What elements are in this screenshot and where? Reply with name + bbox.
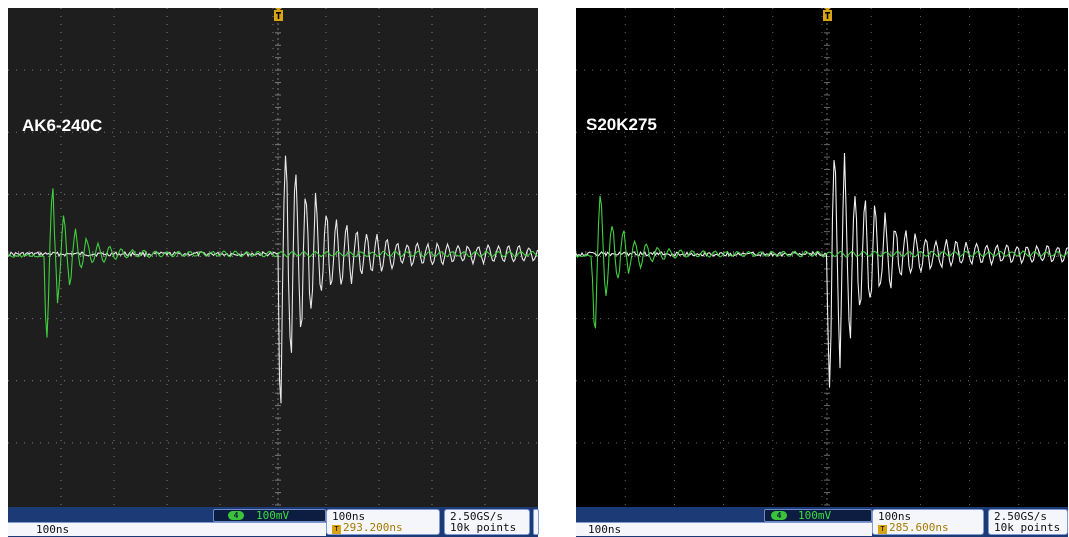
- waveform-display-left[interactable]: AK6-240C: [8, 8, 538, 507]
- statusbar-edge-left: [533, 509, 539, 535]
- scope-panel-left: AK6-240C 100ns 4 100mV 100ns T 293.200ns …: [8, 8, 539, 537]
- trigger-position-icon: T: [878, 525, 887, 534]
- center-axes: [8, 8, 528, 506]
- channel-readout-left[interactable]: 4 100mV: [213, 509, 326, 522]
- waveform-svg-left: [8, 8, 538, 507]
- waveform-svg-right: [576, 8, 1068, 507]
- horizontal-readout-right[interactable]: 100ns T 285.600ns: [872, 509, 984, 535]
- trigger-position-icon: T: [332, 525, 341, 534]
- acquisition-readout-left[interactable]: 2.50GS/s 10k points: [444, 509, 530, 535]
- status-bar-left: 100ns 4 100mV 100ns T 293.200ns 2.50GS/s …: [8, 507, 539, 537]
- bottom-scale-left: 100ns: [8, 522, 326, 536]
- trigger-position-right: 285.600ns: [889, 521, 949, 534]
- device-label-left: AK6-240C: [22, 116, 103, 135]
- acquisition-readout-right[interactable]: 2.50GS/s 10k points: [988, 509, 1068, 535]
- trigger-position-left: 293.200ns: [343, 521, 403, 534]
- bottom-scale-right: 100ns: [576, 522, 872, 536]
- scope-panel-right: S20K275 100ns 4 100mV 100ns T 285.600ns 2…: [576, 8, 1068, 537]
- trigger-t-icon[interactable]: [274, 8, 283, 21]
- channel-scale-right: 100mV: [798, 509, 832, 522]
- channel-badge-icon: 4: [228, 511, 244, 520]
- channel-badge-icon: 4: [771, 511, 787, 520]
- horizontal-readout-left[interactable]: 100ns T 293.200ns: [326, 509, 440, 535]
- trace-green: [8, 188, 538, 338]
- channel-scale-left: 100mV: [256, 509, 290, 522]
- graticule: [8, 8, 538, 507]
- trace-green: [576, 195, 1068, 329]
- status-bar-right: 100ns 4 100mV 100ns T 285.600ns 2.50GS/s …: [576, 507, 1068, 537]
- channel-readout-right[interactable]: 4 100mV: [764, 509, 872, 522]
- device-label-right: S20K275: [586, 115, 657, 134]
- waveform-display-right[interactable]: S20K275: [576, 8, 1068, 507]
- trigger-t-icon[interactable]: [823, 8, 832, 21]
